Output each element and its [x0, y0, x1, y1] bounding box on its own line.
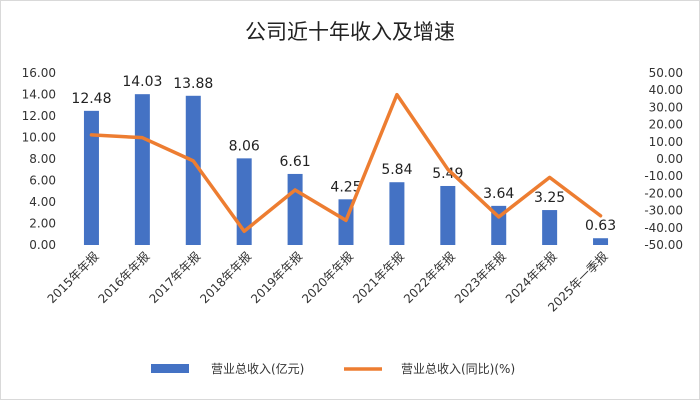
right-axis-tick-label: 0.00 — [656, 152, 683, 166]
revenue-bar — [134, 94, 150, 246]
x-axis-labels: 2015年年报2016年年报2017年年报2018年年报2019年年报2020年… — [44, 249, 611, 315]
right-axis-tick-label: 10.00 — [649, 135, 683, 149]
legend-bar-label: 营业总收入(亿元) — [211, 361, 304, 376]
x-axis-category-label: 2021年年报 — [349, 249, 407, 307]
right-axis-tick-label: -50.00 — [644, 238, 683, 252]
line-series — [89, 92, 603, 233]
right-axis-tick-label: 30.00 — [649, 100, 683, 114]
left-axis-tick-label: 8.00 — [29, 152, 56, 166]
right-axis-tick-label: -20.00 — [644, 186, 683, 200]
legend: 营业总收入(亿元) 营业总收入(同比)(%) — [151, 361, 515, 376]
left-axis-tick-label: 2.00 — [29, 217, 56, 231]
bar-series — [83, 94, 609, 246]
chart-title: 公司近十年收入及增速 — [245, 20, 455, 44]
x-axis-category-label: 2022年年报 — [400, 249, 458, 307]
bar-data-label: 13.88 — [173, 76, 213, 92]
x-axis-category-label: 2023年年报 — [451, 249, 509, 307]
bar-data-label: 3.25 — [534, 190, 565, 206]
left-axis-tick-label: 4.00 — [29, 195, 56, 209]
right-axis-tick-label: 40.00 — [649, 83, 683, 97]
left-axis-tick-label: 6.00 — [29, 174, 56, 188]
revenue-bar — [83, 110, 99, 245]
bar-data-label: 12.48 — [71, 91, 111, 107]
bar-data-label: 3.64 — [483, 186, 514, 202]
legend-line-label: 营业总收入(同比)(%) — [401, 362, 515, 376]
revenue-bar — [287, 173, 303, 245]
bar-data-label: 4.25 — [330, 179, 361, 195]
revenue-bar — [389, 182, 405, 245]
right-axis: -50.00 -40.00 -30.00 -20.00 -10.00 0.00 10.00 2… — [644, 66, 683, 252]
left-axis-tick-label: 12.00 — [22, 109, 56, 123]
left-axis-tick-label: 16.00 — [22, 66, 56, 80]
bar-data-label: 14.03 — [122, 74, 162, 90]
right-axis-tick-label: -30.00 — [644, 204, 683, 218]
x-axis-category-label: 2019年年报 — [248, 249, 306, 307]
x-axis-category-label: 2015年年报 — [44, 249, 102, 307]
revenue-bar — [440, 185, 456, 245]
revenue-bar — [185, 95, 201, 245]
bar-data-label: 0.63 — [585, 218, 616, 234]
bar-data-label: 8.06 — [229, 138, 260, 154]
right-axis-tick-label: -40.00 — [644, 221, 683, 235]
left-axis-tick-label: 10.00 — [22, 131, 56, 145]
revenue-bar — [593, 238, 609, 245]
growth-rate-line — [89, 92, 603, 233]
bar-data-label: 6.61 — [280, 154, 311, 170]
legend-bar-swatch — [151, 364, 189, 373]
right-axis-tick-label: 50.00 — [649, 66, 683, 80]
x-axis-category-label: 2016年年报 — [95, 249, 153, 307]
bar-data-label: 5.84 — [381, 162, 412, 178]
right-axis-tick-label: -10.00 — [644, 169, 683, 183]
left-axis-tick-label: 14.00 — [22, 88, 56, 102]
x-axis-category-label: 2020年年报 — [298, 249, 356, 307]
revenue-bar — [542, 210, 558, 245]
right-axis-tick-label: 20.00 — [649, 118, 683, 132]
left-axis-tick-label: 0.00 — [29, 238, 56, 252]
x-axis-category-label: 2017年年报 — [146, 249, 204, 307]
left-axis: 0.00 2.00 4.00 6.00 8.00 10.00 12.00 14.00 16.00 — [22, 66, 56, 252]
x-axis-category-label: 2018年年报 — [197, 249, 255, 307]
